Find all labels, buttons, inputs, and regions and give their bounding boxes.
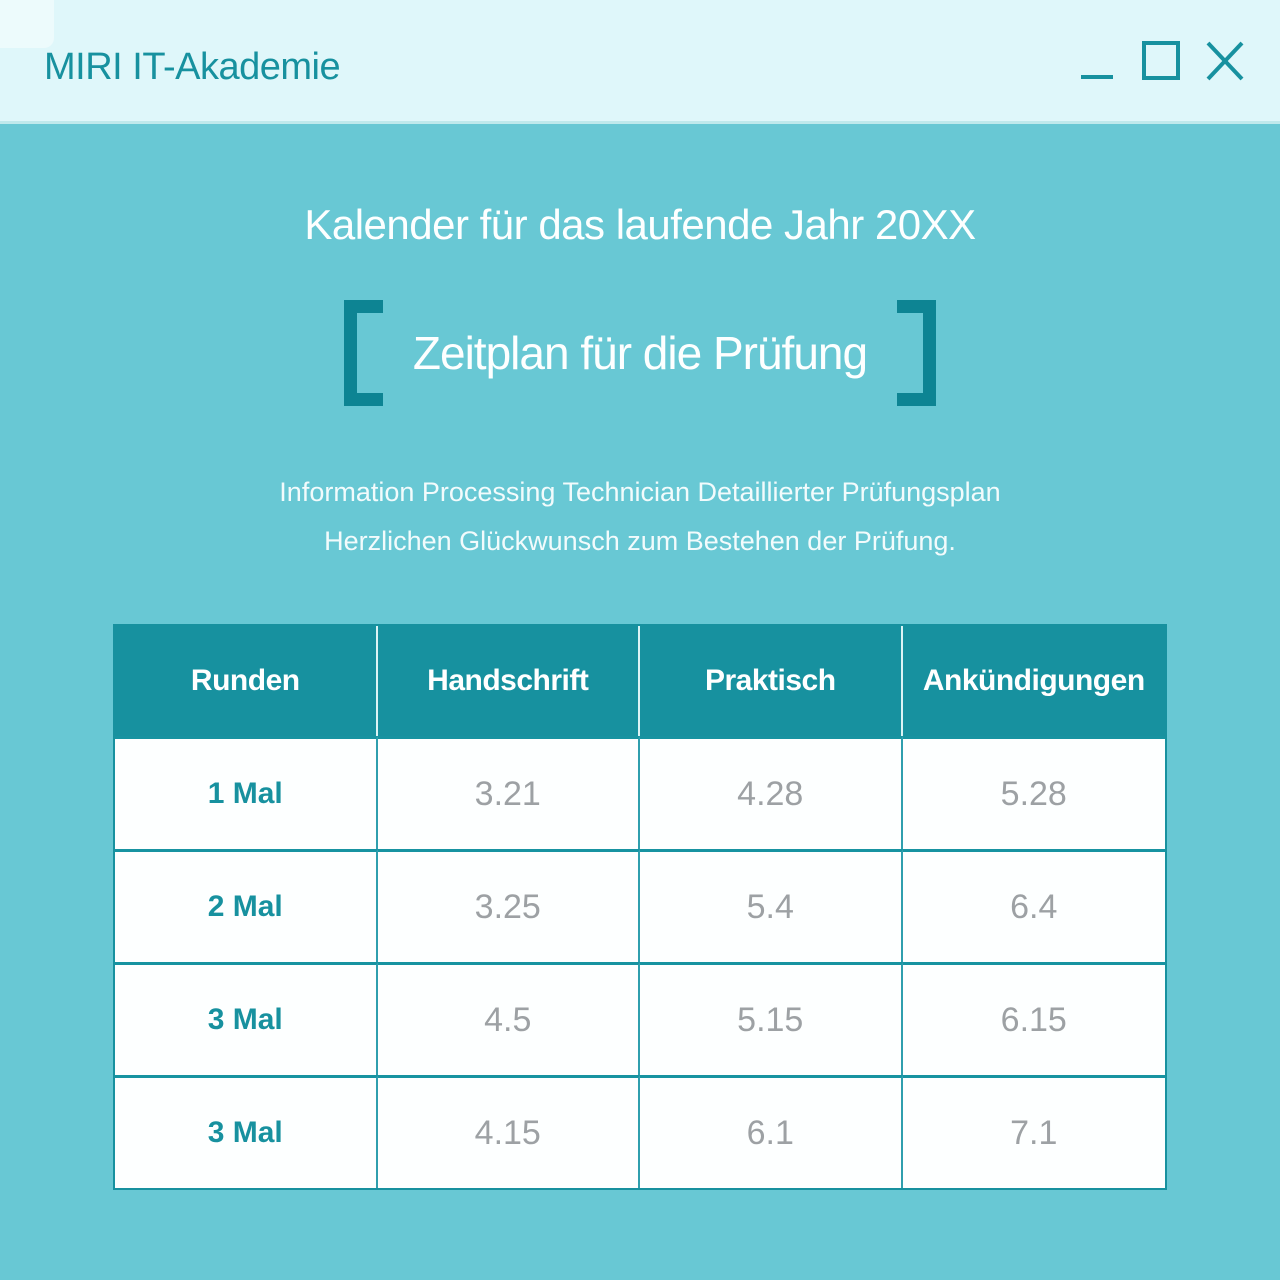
- table-row: 1 Mal 3.21 4.28 5.28: [115, 736, 1165, 849]
- titlebar: MIRI IT-Akademie: [0, 0, 1280, 124]
- row-label: 3 Mal: [115, 962, 378, 1075]
- description-line-1: Information Processing Technician Detail…: [279, 477, 1001, 507]
- row-value: 5.15: [640, 962, 903, 1075]
- close-icon: [1205, 40, 1245, 82]
- row-value: 7.1: [902, 1075, 1165, 1188]
- titlebar-corner-highlight: [0, 0, 54, 48]
- subtitle-banner: Zeitplan für die Prüfung: [0, 300, 1280, 406]
- column-header: Runden: [115, 626, 378, 736]
- app-title: MIRI IT-Akademie: [44, 46, 341, 88]
- row-value: 6.15: [902, 962, 1165, 1075]
- column-header: Praktisch: [640, 626, 903, 736]
- row-value: 3.21: [377, 736, 640, 849]
- subtitle: Zeitplan für die Prüfung: [412, 327, 868, 379]
- table-header-row: Runden Handschrift Praktisch Ankündigungen: [115, 626, 1165, 736]
- table-row: 2 Mal 3.25 5.4 6.4: [115, 849, 1165, 962]
- row-value: 4.15: [377, 1075, 640, 1188]
- row-label: 2 Mal: [115, 849, 378, 962]
- page-title: Kalender für das laufende Jahr 20XX: [304, 201, 976, 248]
- minimize-icon: [1077, 40, 1117, 82]
- window-controls: [1077, 40, 1245, 82]
- table-row: 3 Mal 4.15 6.1 7.1: [115, 1075, 1165, 1188]
- maximize-icon: [1141, 40, 1181, 82]
- column-header: Ankündigungen: [902, 626, 1165, 736]
- row-label: 1 Mal: [115, 736, 378, 849]
- table-header: Runden Handschrift Praktisch Ankündigungen: [115, 626, 1165, 736]
- left-bracket-decoration: [343, 300, 383, 406]
- minimize-button[interactable]: [1077, 40, 1117, 82]
- description: Information Processing Technician Detail…: [0, 468, 1280, 566]
- exam-schedule-table: Runden Handschrift Praktisch Ankündigungen …: [113, 624, 1167, 1190]
- row-value: 6.1: [640, 1075, 903, 1188]
- row-value: 5.28: [902, 736, 1165, 849]
- row-label: 3 Mal: [115, 1075, 378, 1188]
- row-value: 6.4: [902, 849, 1165, 962]
- table-body: 1 Mal 3.21 4.28 5.28 2 Mal 3.25 5.4 6.4 3 Mal 4.5…: [115, 736, 1165, 1188]
- column-header: Handschrift: [377, 626, 640, 736]
- row-value: 5.4: [640, 849, 903, 962]
- right-bracket-decoration: [897, 300, 937, 406]
- row-value: 3.25: [377, 849, 640, 962]
- close-button[interactable]: [1205, 40, 1245, 82]
- row-value: 4.28: [640, 736, 903, 849]
- table-row: 3 Mal 4.5 5.15 6.15: [115, 962, 1165, 1075]
- row-value: 4.5: [377, 962, 640, 1075]
- main-content: Kalender für das laufende Jahr 20XX Zeit…: [0, 124, 1280, 1277]
- description-line-2: Herzlichen Glückwunsch zum Bestehen der …: [324, 526, 956, 556]
- maximize-button[interactable]: [1141, 40, 1181, 82]
